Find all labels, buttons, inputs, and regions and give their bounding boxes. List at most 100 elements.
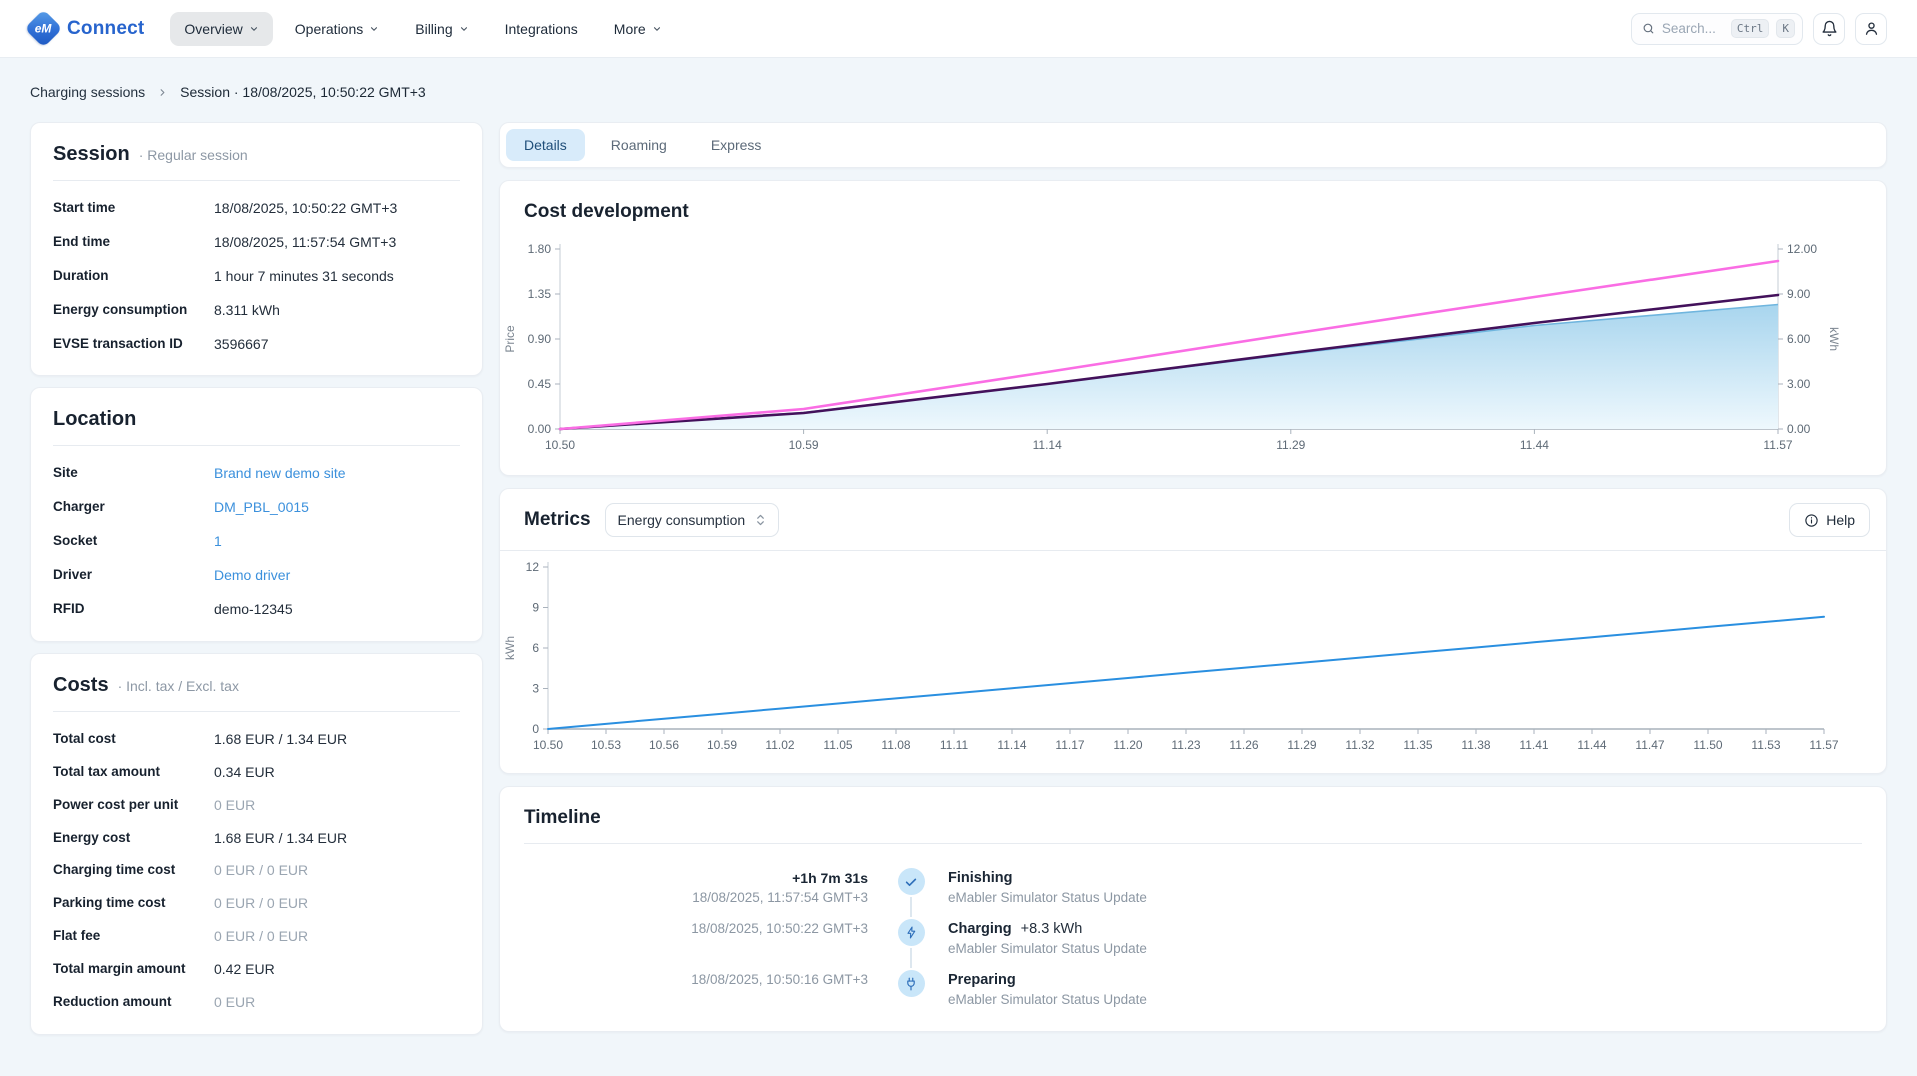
- svg-text:11.11: 11.11: [940, 738, 969, 752]
- svg-text:11.47: 11.47: [1635, 738, 1664, 752]
- search-input[interactable]: [1662, 21, 1724, 36]
- svg-text:11.35: 11.35: [1403, 738, 1432, 752]
- metric-select-value: Energy consumption: [618, 512, 746, 528]
- help-button[interactable]: Help: [1789, 503, 1870, 537]
- costs-card: Costs · Incl. tax / Excl. tax Total cost…: [30, 653, 483, 1035]
- row-value: 0 EUR / 0 EUR: [214, 861, 460, 880]
- nav-item[interactable]: Integrations: [491, 12, 592, 46]
- svg-text:0.90: 0.90: [528, 332, 552, 346]
- svg-text:0.00: 0.00: [1787, 422, 1811, 436]
- timeline-event: 18/08/2025, 10:50:22 GMT+3 Charging+: [524, 919, 1862, 956]
- svg-text:11.14: 11.14: [1033, 438, 1062, 452]
- timeline-status-icon: [898, 919, 925, 946]
- cost-development-card: Cost development 10.5010.5911.1411.2911.…: [499, 180, 1887, 476]
- tab[interactable]: Details: [506, 129, 585, 161]
- kbd-ctrl: Ctrl: [1731, 19, 1770, 38]
- chevron-down-icon: [369, 24, 379, 34]
- tab[interactable]: Express: [693, 129, 780, 161]
- session-rows: Start time 18/08/2025, 10:50:22 GMT+3 En…: [53, 181, 460, 353]
- event-source: eMabler Simulator Status Update: [948, 941, 1862, 956]
- nav-item[interactable]: More: [600, 12, 676, 46]
- breadcrumb-current: Session · 18/08/2025, 10:50:22 GMT+3: [180, 84, 426, 100]
- row-value[interactable]: Brand new demo site: [214, 464, 460, 483]
- global-search[interactable]: Ctrl K: [1631, 13, 1803, 45]
- bell-icon: [1821, 20, 1838, 37]
- notifications-button[interactable]: [1813, 13, 1845, 45]
- help-label: Help: [1826, 512, 1855, 528]
- chevron-down-icon: [652, 24, 662, 34]
- tab[interactable]: Roaming: [593, 129, 685, 161]
- nav-item[interactable]: Operations: [281, 12, 393, 46]
- row-value[interactable]: Demo driver: [214, 566, 460, 585]
- session-tabs: DetailsRoamingExpress: [499, 122, 1887, 168]
- svg-text:9.00: 9.00: [1787, 287, 1811, 301]
- svg-text:11.26: 11.26: [1229, 738, 1258, 752]
- svg-text:11.05: 11.05: [823, 738, 852, 752]
- row-value[interactable]: DM_PBL_0015: [214, 498, 460, 517]
- timeline-icon-column: [884, 919, 938, 956]
- svg-text:11.38: 11.38: [1461, 738, 1490, 752]
- svg-text:11.08: 11.08: [881, 738, 910, 752]
- row-value[interactable]: 1: [214, 532, 460, 551]
- event-extra: +8.3 kWh: [1021, 921, 1083, 937]
- svg-text:11.14: 11.14: [997, 738, 1026, 752]
- svg-text:11.50: 11.50: [1693, 738, 1722, 752]
- svg-text:12.00: 12.00: [1787, 242, 1817, 256]
- account-button[interactable]: [1855, 13, 1887, 45]
- svg-text:6: 6: [532, 641, 539, 655]
- timeline-event-left: 18/08/2025, 10:50:16 GMT+3: [524, 970, 884, 1007]
- breadcrumb-charging-sessions[interactable]: Charging sessions: [30, 84, 145, 100]
- timeline-event-left: +1h 7m 31s 18/08/2025, 11:57:54 GMT+3: [524, 868, 884, 905]
- svg-text:kWh: kWh: [503, 636, 517, 660]
- row-label: Power cost per unit: [53, 796, 198, 815]
- event-source: eMabler Simulator Status Update: [948, 992, 1862, 1007]
- row-label: Flat fee: [53, 927, 198, 946]
- row-label: Total cost: [53, 730, 198, 749]
- svg-text:3.00: 3.00: [1787, 377, 1811, 391]
- svg-text:11.44: 11.44: [1520, 438, 1549, 452]
- svg-text:Price: Price: [503, 325, 517, 353]
- chevron-down-icon: [249, 24, 259, 34]
- svg-text:11.23: 11.23: [1171, 738, 1200, 752]
- svg-text:11.29: 11.29: [1287, 738, 1316, 752]
- app-logo[interactable]: eM Connect: [30, 15, 144, 42]
- costs-card-title: Costs: [53, 674, 109, 697]
- svg-text:0.00: 0.00: [528, 422, 552, 436]
- event-timestamp: 18/08/2025, 10:50:22 GMT+3: [524, 921, 868, 936]
- svg-text:11.02: 11.02: [765, 738, 794, 752]
- row-label: Duration: [53, 267, 198, 286]
- svg-text:11.57: 11.57: [1809, 738, 1838, 752]
- svg-text:11.53: 11.53: [1751, 738, 1780, 752]
- svg-text:11.29: 11.29: [1276, 438, 1305, 452]
- user-icon: [1863, 20, 1880, 37]
- nav-item[interactable]: Billing: [401, 12, 482, 46]
- svg-text:1.35: 1.35: [528, 287, 552, 301]
- event-status: Preparing: [948, 972, 1016, 988]
- session-card-title: Session: [53, 143, 130, 166]
- svg-text:9: 9: [532, 601, 539, 615]
- left-column: Session · Regular session Start time 18/…: [30, 122, 483, 1035]
- timeline-icon-column: [884, 868, 938, 905]
- row-label: Charging time cost: [53, 861, 198, 880]
- event-timestamp: 18/08/2025, 11:57:54 GMT+3: [524, 890, 868, 905]
- svg-text:11.20: 11.20: [1113, 738, 1142, 752]
- nav-item[interactable]: Overview: [170, 12, 272, 46]
- row-label: Energy consumption: [53, 301, 198, 320]
- logo-diamond-icon: eM: [24, 9, 62, 47]
- timeline-status-icon: [898, 970, 925, 997]
- check-icon: [904, 875, 918, 889]
- timeline-event-right: Preparing eMabler Simulator Status Updat…: [938, 970, 1862, 1007]
- main-nav: Overview Operations Billing Integrations…: [170, 12, 675, 46]
- row-label: RFID: [53, 600, 198, 619]
- timeline-event-right: Finishing eMabler Simulator Status Updat…: [938, 868, 1862, 905]
- timeline-event: 18/08/2025, 10:50:16 GMT+3 Preparing: [524, 970, 1862, 1007]
- timeline-title: Timeline: [500, 787, 1886, 835]
- svg-text:10.53: 10.53: [591, 738, 621, 752]
- timeline-icon-column: [884, 970, 938, 1007]
- chevron-right-icon: [157, 87, 168, 98]
- app-name: Connect: [67, 18, 144, 40]
- timeline-event-left: 18/08/2025, 10:50:22 GMT+3: [524, 919, 884, 956]
- event-timestamp: 18/08/2025, 10:50:16 GMT+3: [524, 972, 868, 987]
- row-label: End time: [53, 233, 198, 252]
- metric-select[interactable]: Energy consumption: [605, 503, 780, 537]
